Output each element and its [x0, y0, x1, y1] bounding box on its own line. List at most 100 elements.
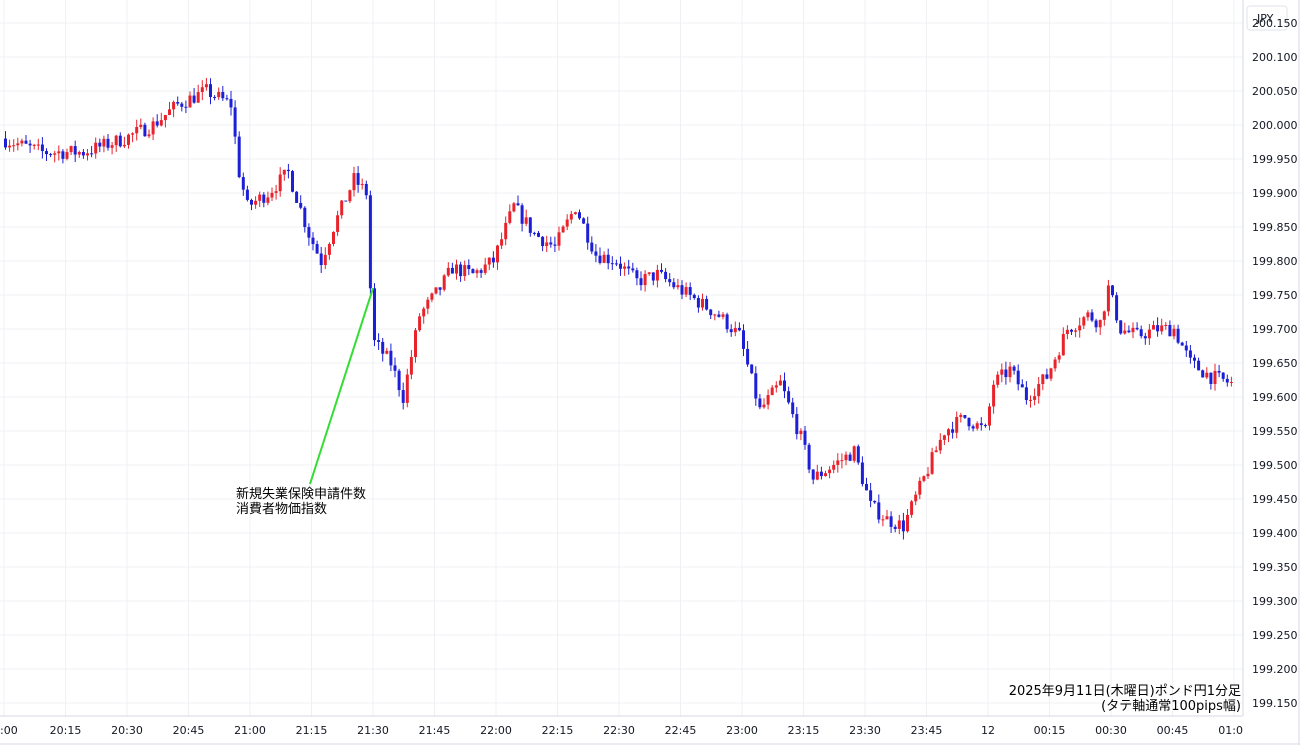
candle: [1213, 363, 1217, 391]
candle-body: [881, 519, 885, 521]
candle: [73, 140, 77, 163]
y-tick-label: 199.400: [1252, 527, 1298, 540]
candle: [873, 500, 877, 504]
candle-body: [127, 134, 130, 145]
candle-body: [840, 460, 844, 462]
caption: 2025年9月11日(木曜日)ポンド円1分足 (タテ軸通常100pips幅): [1009, 684, 1241, 714]
candle-body: [910, 501, 914, 515]
candle: [139, 118, 143, 130]
candle: [32, 143, 36, 150]
candle: [1041, 373, 1045, 391]
candle-body: [680, 285, 684, 295]
candle-body: [824, 473, 827, 477]
candle-body: [319, 253, 323, 266]
candle-body: [1229, 382, 1233, 384]
candle: [8, 139, 12, 152]
y-tick-label: 199.950: [1252, 153, 1298, 166]
candle: [1049, 367, 1053, 382]
candle-body: [393, 365, 397, 371]
candle-body: [159, 120, 163, 126]
candle: [196, 84, 200, 103]
candle-body: [524, 217, 528, 224]
candle: [315, 240, 319, 254]
candle-body: [49, 154, 53, 156]
candle-body: [40, 144, 44, 152]
candle-body: [12, 145, 16, 147]
candle: [754, 366, 758, 406]
candle-body: [90, 153, 94, 155]
candle-body: [528, 217, 532, 233]
candle-body: [28, 143, 32, 146]
candle: [901, 512, 905, 540]
candle: [1078, 317, 1082, 338]
candle: [598, 247, 602, 265]
candle: [360, 178, 364, 190]
candle: [110, 142, 114, 155]
candle-body: [1049, 368, 1053, 379]
candle: [69, 145, 73, 156]
candle: [914, 491, 918, 506]
candle-body: [619, 263, 622, 269]
candle-body: [733, 327, 737, 333]
candle-body: [520, 205, 524, 224]
candle-body: [713, 314, 717, 316]
candle: [1147, 324, 1151, 345]
candle: [168, 101, 171, 116]
candle-body: [865, 483, 868, 491]
candle: [717, 310, 721, 318]
candle: [881, 515, 885, 527]
y-tick-label: 199.700: [1252, 323, 1298, 336]
candle-body: [504, 222, 508, 240]
candle: [643, 270, 647, 292]
candle-body: [963, 415, 967, 418]
candle: [496, 244, 499, 270]
candle-body: [807, 444, 811, 470]
candle: [938, 433, 942, 454]
candle: [163, 114, 167, 128]
candle-body: [709, 309, 713, 316]
x-tick-label: 20:45: [173, 724, 205, 737]
candle-body: [455, 264, 458, 274]
candle: [28, 139, 32, 153]
candle: [877, 494, 881, 524]
candle-body: [274, 191, 278, 193]
candle-body: [16, 143, 20, 146]
candle: [1135, 322, 1139, 331]
candle-body: [475, 270, 479, 274]
candle-body: [541, 236, 545, 247]
candle: [368, 190, 372, 295]
candle: [1131, 322, 1135, 339]
candle-body: [258, 194, 262, 201]
candle-body: [1024, 387, 1028, 401]
candle-body: [627, 266, 631, 269]
candle-body: [758, 398, 762, 408]
candle: [848, 452, 852, 462]
candle: [561, 225, 565, 233]
candle: [865, 477, 868, 491]
candle: [1229, 376, 1233, 387]
candle: [709, 309, 713, 320]
candle-body: [81, 151, 85, 156]
candle-body: [573, 212, 577, 215]
candle-body: [639, 278, 643, 286]
candle: [299, 195, 303, 210]
candle: [655, 264, 659, 288]
candle-body: [602, 254, 606, 263]
candle: [951, 421, 955, 439]
y-tick-label: 199.850: [1252, 221, 1298, 234]
candle: [131, 132, 135, 143]
currency-button[interactable]: [1246, 5, 1288, 31]
candle-body: [565, 219, 569, 227]
candle: [57, 145, 61, 161]
candle-body: [266, 197, 270, 203]
candle-body: [237, 136, 241, 178]
candle: [721, 312, 725, 320]
candle-body: [61, 151, 65, 159]
candle: [1090, 309, 1094, 323]
candle: [1012, 365, 1016, 375]
candle-body: [1000, 369, 1004, 375]
candle-body: [717, 314, 721, 317]
candle: [774, 381, 778, 393]
candle: [639, 271, 643, 291]
